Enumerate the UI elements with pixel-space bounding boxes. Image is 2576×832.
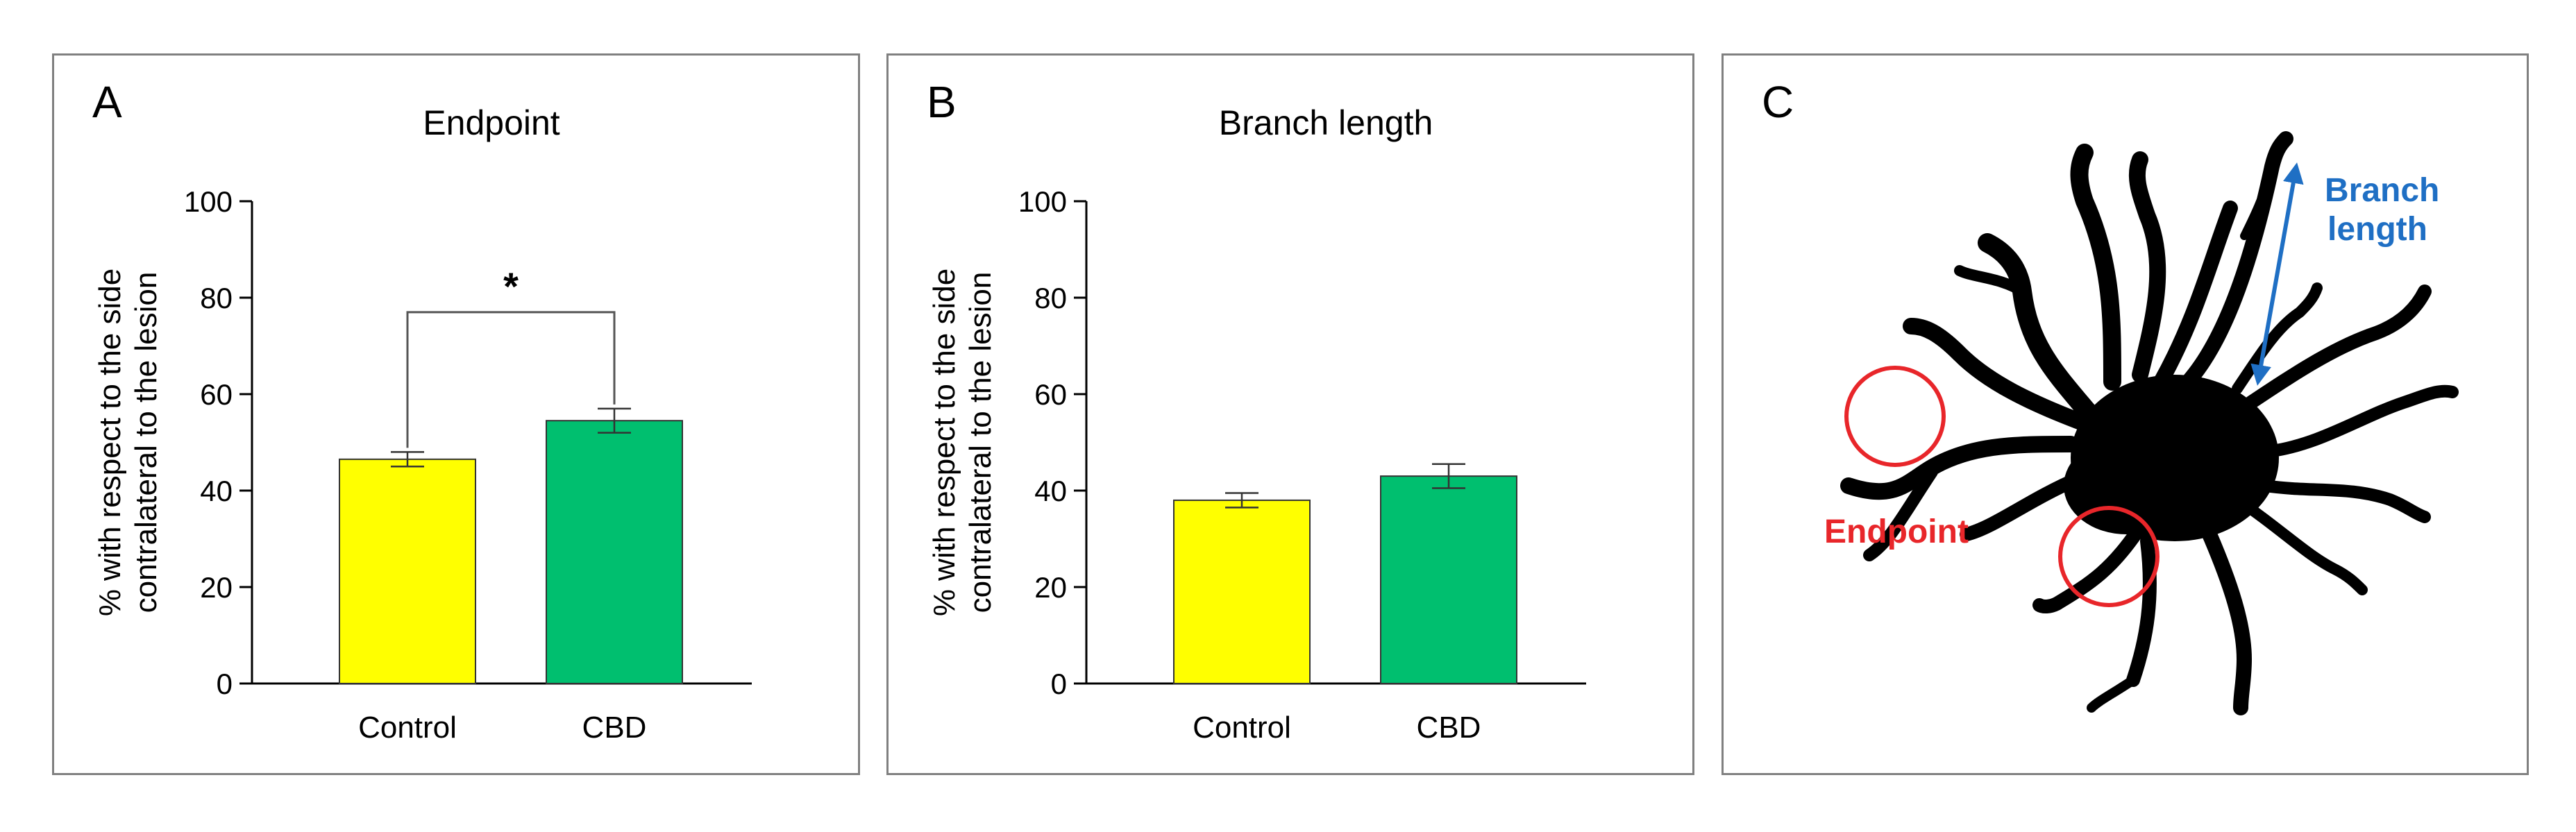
bar-control: [339, 458, 476, 684]
bar-cbd: [546, 420, 683, 684]
y-tick-label: 0: [1051, 668, 1067, 700]
branch-label-line2: length: [2327, 211, 2427, 248]
y-axis-label: contralateral to the lesion: [129, 272, 163, 613]
y-tick-label: 20: [200, 571, 233, 604]
panel-a: A Endpoint 0 20 40 60 80 100 % with respect to…: [52, 53, 860, 775]
panel-a-title: Endpoint: [423, 103, 560, 142]
endpoint-circle-left: [1844, 366, 1946, 467]
x-tick-label: Control: [358, 711, 457, 745]
branch-length-bar-chart: 0 20 40 60 80 100 % with respect to the side co…: [927, 185, 1586, 745]
panel-c: C: [1721, 53, 2529, 775]
bar-control: [1173, 499, 1311, 685]
panel-b: B Branch length 0 20 40 60 80 100 % with respe…: [886, 53, 1694, 775]
y-tick-label: 80: [200, 282, 233, 314]
significance-bracket: [406, 311, 616, 448]
y-tick-label: 0: [217, 668, 233, 700]
bar-cbd: [1380, 475, 1517, 685]
x-tick-label: Control: [1193, 711, 1291, 745]
y-axis-label: contralateral to the lesion: [963, 272, 997, 613]
x-tick-label: CBD: [1417, 711, 1481, 745]
endpoint-bar-chart: 0 20 40 60 80 100 % with respect to the side co…: [93, 185, 752, 745]
y-tick-label: 40: [1034, 475, 1067, 507]
y-axis-label: % with respect to the side: [93, 269, 127, 616]
branch-label-line1: Branch: [2325, 172, 2439, 209]
cell-body-lobe: [2064, 437, 2189, 534]
y-tick-label: 100: [1018, 185, 1067, 218]
y-tick-label: 20: [1034, 571, 1067, 604]
y-tick-label: 40: [200, 475, 233, 507]
y-tick-label: 60: [200, 378, 233, 411]
panel-b-label: B: [927, 77, 957, 127]
x-tick-label: CBD: [582, 711, 647, 745]
microglia-diagram: Branch length Endpoint: [1824, 131, 2459, 715]
branch-length-arrow: [2250, 162, 2304, 386]
panel-c-label: C: [1762, 77, 1794, 127]
panel-a-label: A: [92, 77, 122, 127]
y-tick-label: 100: [184, 185, 233, 218]
y-tick-label: 80: [1034, 282, 1067, 314]
y-tick-label: 60: [1034, 378, 1067, 411]
endpoint-circle-bottom: [2058, 506, 2160, 607]
significance-marker: *: [503, 264, 519, 308]
y-axis-label: % with respect to the side: [927, 269, 961, 616]
panel-b-title: Branch length: [1218, 103, 1433, 142]
endpoint-label: Endpoint: [1824, 513, 1969, 550]
